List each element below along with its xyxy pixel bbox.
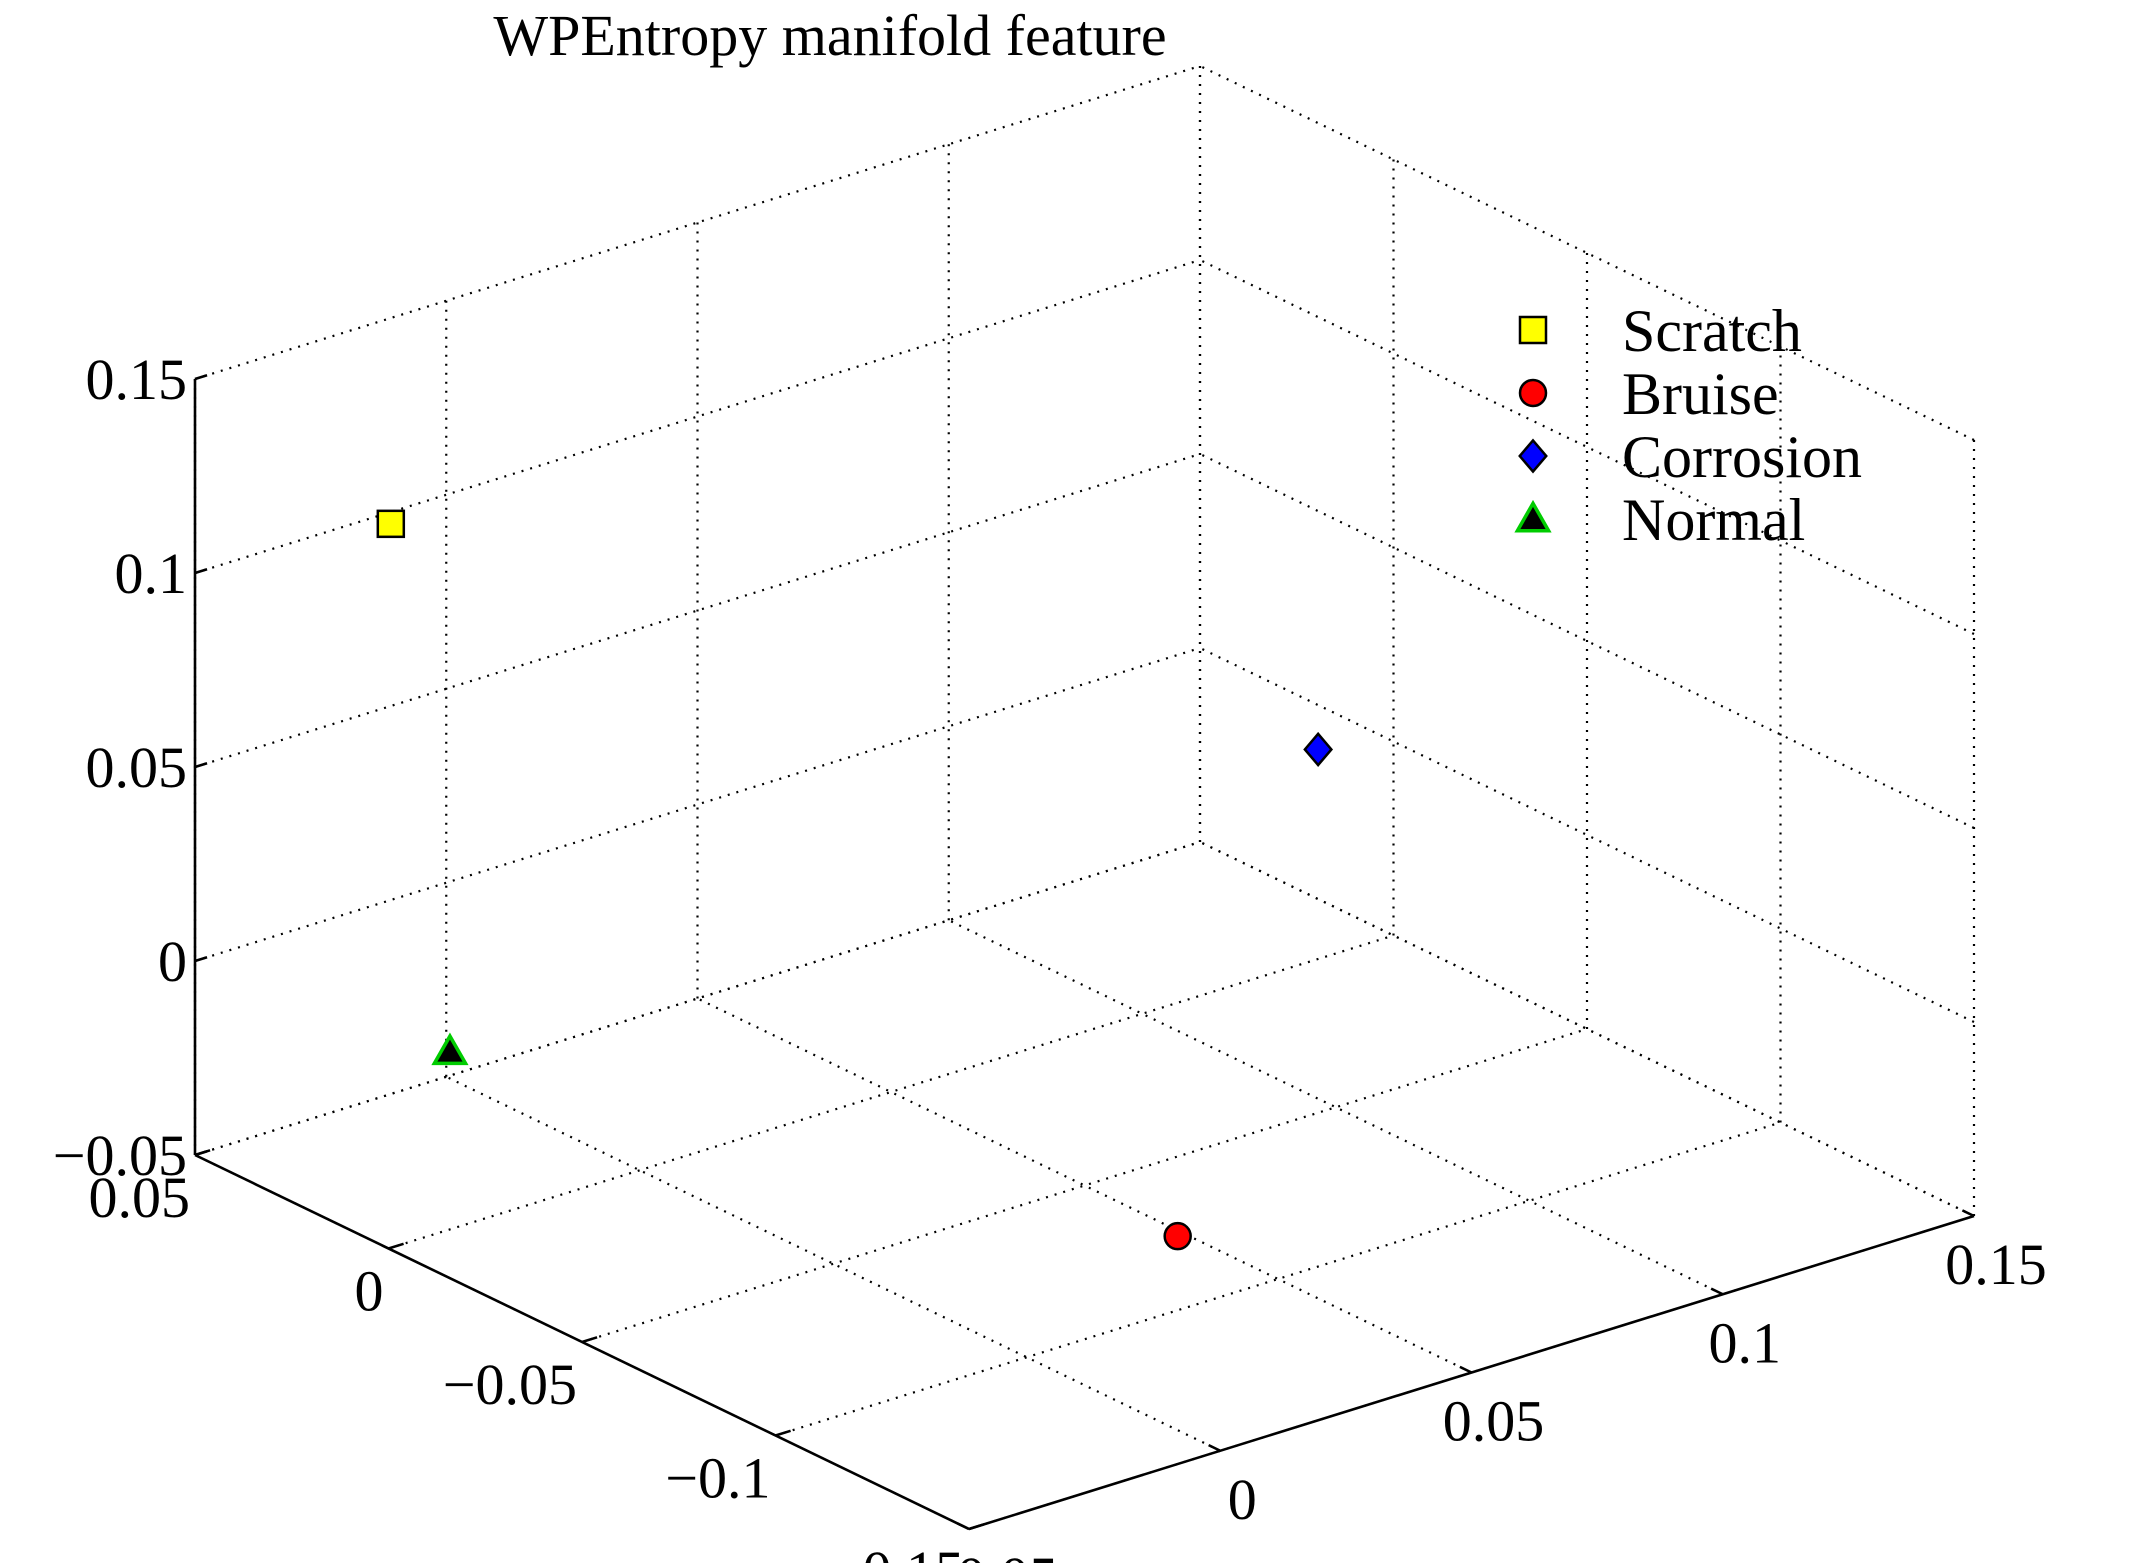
- y-tick-label-2: 0.05: [1443, 1389, 1545, 1454]
- z-tick-label-4: 0.15: [86, 347, 188, 412]
- y-tick-mark-1: [1208, 1443, 1221, 1452]
- z-tick-mark-2: [194, 762, 208, 769]
- z-tick-mark-3: [194, 568, 208, 575]
- legend-label-corrosion: Corrosion: [1622, 424, 1862, 490]
- floor-grid-y-3: [948, 919, 1724, 1296]
- floor-grid-x-3: [388, 934, 1394, 1250]
- floor-grid-x-2: [581, 1027, 1588, 1344]
- x-tick-label-4: 0.05: [89, 1165, 191, 1230]
- legend-label-bruise: Bruise: [1622, 361, 1779, 427]
- data-point-corrosion: [1303, 731, 1334, 767]
- floor-grid-y-2: [697, 997, 1472, 1374]
- z-tick-mark-1: [194, 956, 208, 963]
- z-tick-label-3: 0.1: [115, 541, 188, 606]
- data-point-bruise: [1163, 1221, 1192, 1251]
- x-tick-mark-1: [775, 1429, 791, 1437]
- z-tick-label-2: 0.05: [86, 735, 188, 800]
- x-tick-mark-3: [388, 1242, 404, 1250]
- legend-label-normal: Normal: [1622, 487, 1805, 553]
- back-grid-z-4: [1199, 65, 1975, 441]
- grid-layer: [193, 64, 1976, 1531]
- z-tick-label-0: −0.05: [53, 1123, 187, 1188]
- legend-marker-scratch: [1518, 315, 1548, 345]
- x-tick-label-3: 0: [355, 1259, 384, 1324]
- z-tick-mark-0: [194, 1150, 208, 1157]
- data-point-normal: [431, 1032, 469, 1066]
- x-tick-mark-2: [581, 1336, 598, 1344]
- x-tick-mark-0: [968, 1523, 985, 1531]
- chart-title: WPEntropy manifold feature: [493, 3, 1166, 68]
- legend-marker-normal: [1514, 499, 1552, 533]
- legend-marker-bruise: [1518, 378, 1548, 408]
- x-tick-label-2: −0.05: [443, 1352, 577, 1417]
- y-tick-mark-2: [1459, 1365, 1473, 1374]
- y-tick-label-0: −0.05: [924, 1545, 1058, 1563]
- marker-layer: [376, 509, 1334, 1251]
- side-grid-z-3: [194, 258, 1201, 575]
- data-point-scratch: [376, 509, 406, 539]
- floor-grid-x-1: [775, 1121, 1781, 1437]
- x-tick-label-1: −0.1: [665, 1446, 770, 1511]
- y-tick-mark-0: [956, 1522, 970, 1531]
- y-tick-label-4: 0.15: [1945, 1232, 2047, 1297]
- y-tick-label-3: 0.1: [1709, 1310, 1782, 1375]
- y-tick-mark-3: [1710, 1287, 1724, 1296]
- z-tick-mark-4: [194, 374, 208, 381]
- legend-marker-corrosion: [1518, 438, 1548, 474]
- legend-label-scratch: Scratch: [1622, 298, 1802, 364]
- tick-layer: −0.15−0.1−0.0500.05−0.0500.050.10.15−0.0…: [53, 347, 2047, 1563]
- y-tick-mark-4: [1961, 1209, 1975, 1218]
- y-tick-label-1: 0: [1228, 1467, 1257, 1532]
- z-tick-label-1: 0: [158, 929, 187, 994]
- side-grid-z-1: [194, 646, 1201, 963]
- x-tick-label-0: −0.15: [830, 1539, 964, 1563]
